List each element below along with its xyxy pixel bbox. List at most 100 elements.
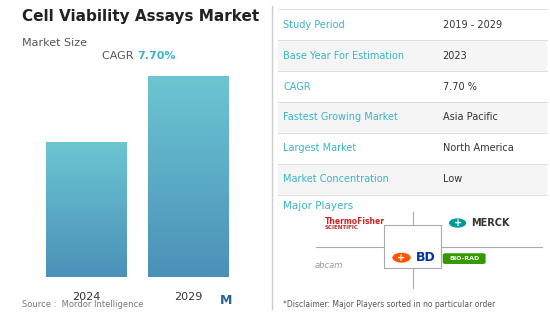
Bar bbox=[148, 225, 229, 227]
Bar bbox=[148, 154, 229, 156]
Bar bbox=[46, 264, 127, 265]
Bar bbox=[46, 246, 127, 248]
Bar bbox=[46, 142, 127, 143]
Bar bbox=[46, 227, 127, 229]
Bar bbox=[46, 273, 127, 274]
Bar bbox=[46, 202, 127, 203]
Text: 2019 - 2029: 2019 - 2029 bbox=[443, 20, 502, 30]
Bar bbox=[148, 134, 229, 136]
Bar bbox=[46, 189, 127, 191]
Text: 2029: 2029 bbox=[174, 292, 202, 302]
Bar bbox=[46, 261, 127, 262]
Bar bbox=[148, 114, 229, 116]
Bar bbox=[148, 138, 229, 140]
Bar bbox=[148, 217, 229, 219]
Bar bbox=[148, 211, 229, 213]
Text: Μ: Μ bbox=[220, 294, 232, 307]
Bar bbox=[46, 269, 127, 271]
Bar bbox=[148, 92, 229, 94]
Bar bbox=[46, 260, 127, 261]
Bar bbox=[46, 191, 127, 192]
Bar bbox=[46, 170, 127, 172]
Bar bbox=[46, 158, 127, 160]
Bar bbox=[148, 84, 229, 86]
Bar bbox=[46, 234, 127, 235]
Text: Asia Pacific: Asia Pacific bbox=[443, 112, 498, 123]
Bar bbox=[148, 148, 229, 150]
Bar bbox=[46, 143, 127, 145]
Bar bbox=[148, 203, 229, 205]
Bar bbox=[46, 161, 127, 162]
Bar bbox=[148, 136, 229, 138]
Bar bbox=[46, 230, 127, 231]
Bar bbox=[148, 227, 229, 229]
Bar bbox=[46, 162, 127, 164]
Bar bbox=[46, 153, 127, 154]
Bar bbox=[46, 193, 127, 195]
Bar bbox=[46, 211, 127, 212]
Bar bbox=[148, 128, 229, 130]
Bar bbox=[46, 225, 127, 226]
Bar bbox=[46, 188, 127, 189]
Bar bbox=[148, 126, 229, 128]
Bar bbox=[46, 226, 127, 227]
Bar bbox=[148, 255, 229, 257]
Text: 2023: 2023 bbox=[443, 51, 467, 61]
Bar bbox=[148, 213, 229, 215]
Bar bbox=[148, 106, 229, 108]
Bar bbox=[46, 238, 127, 239]
Bar bbox=[148, 132, 229, 134]
Text: Market Concentration: Market Concentration bbox=[283, 174, 389, 184]
Bar bbox=[148, 150, 229, 152]
Bar bbox=[46, 208, 127, 210]
Text: BD: BD bbox=[416, 251, 436, 264]
Text: Major Players: Major Players bbox=[283, 201, 354, 211]
Bar bbox=[148, 247, 229, 249]
Bar bbox=[148, 273, 229, 275]
Bar bbox=[148, 76, 229, 78]
Bar bbox=[148, 186, 229, 189]
Bar bbox=[148, 146, 229, 148]
Bar bbox=[46, 200, 127, 202]
Bar bbox=[46, 218, 127, 219]
Bar bbox=[148, 237, 229, 239]
Bar bbox=[46, 207, 127, 208]
Text: North America: North America bbox=[443, 143, 514, 153]
Bar bbox=[148, 185, 229, 186]
Bar bbox=[148, 160, 229, 162]
Bar bbox=[46, 216, 127, 218]
Bar bbox=[46, 169, 127, 170]
Bar bbox=[148, 98, 229, 100]
Bar bbox=[148, 263, 229, 265]
Bar bbox=[46, 268, 127, 269]
Text: 7.70 %: 7.70 % bbox=[443, 82, 477, 92]
Bar bbox=[148, 195, 229, 197]
Bar bbox=[148, 164, 229, 166]
Bar bbox=[46, 145, 127, 146]
Bar bbox=[148, 130, 229, 132]
Bar bbox=[46, 266, 127, 268]
Bar bbox=[46, 239, 127, 241]
Bar bbox=[46, 157, 127, 158]
Bar bbox=[148, 267, 229, 269]
Bar bbox=[148, 180, 229, 182]
Bar bbox=[148, 257, 229, 259]
Bar bbox=[148, 94, 229, 96]
Bar bbox=[148, 100, 229, 102]
Text: MERCK: MERCK bbox=[471, 218, 509, 228]
Bar bbox=[46, 185, 127, 187]
Bar bbox=[148, 112, 229, 114]
Bar bbox=[46, 210, 127, 211]
Bar bbox=[148, 192, 229, 195]
Bar bbox=[46, 276, 127, 277]
Bar bbox=[148, 261, 229, 263]
Bar bbox=[148, 169, 229, 170]
Bar bbox=[148, 269, 229, 271]
Bar bbox=[148, 86, 229, 88]
Bar bbox=[46, 146, 127, 147]
Bar bbox=[46, 156, 127, 157]
Text: Market Size: Market Size bbox=[22, 38, 87, 48]
Bar bbox=[46, 198, 127, 199]
Bar bbox=[46, 222, 127, 223]
Bar bbox=[148, 209, 229, 211]
